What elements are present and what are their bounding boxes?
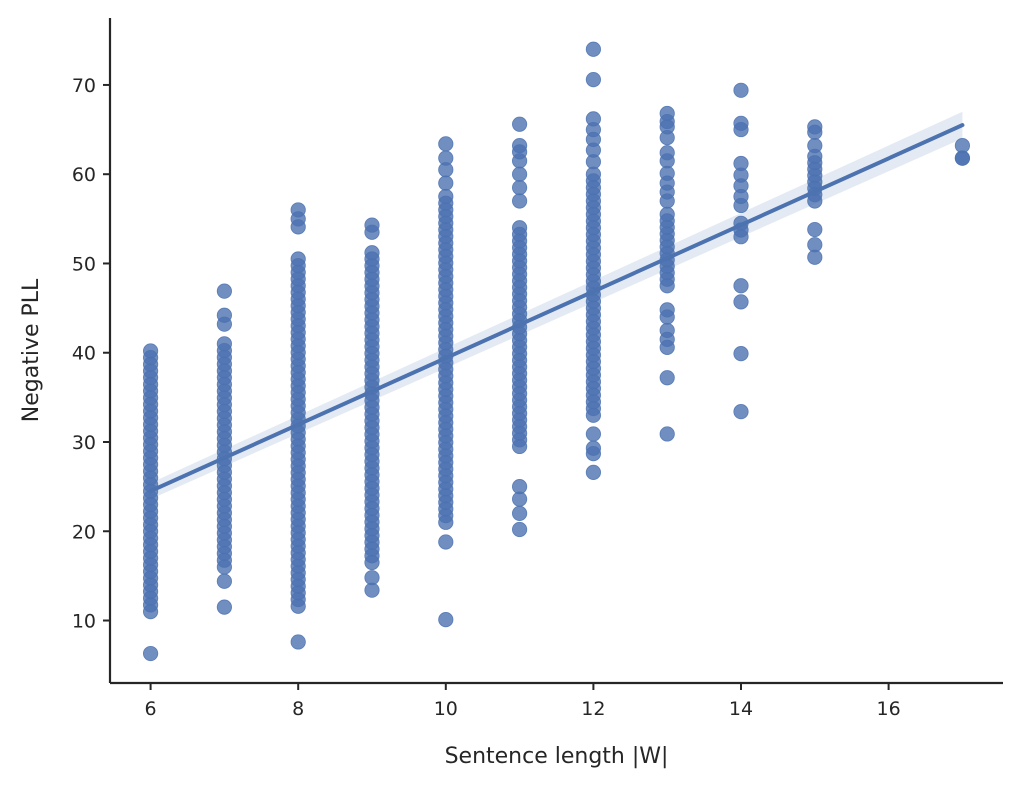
data-point [511, 116, 528, 132]
regression-line [148, 123, 965, 494]
x-tick-label: 12 [581, 698, 605, 720]
data-point [659, 426, 675, 442]
data-point [364, 570, 380, 586]
y-tick-label: 70 [72, 75, 96, 97]
y-tick-label: 20 [72, 521, 96, 543]
data-point [216, 573, 232, 589]
data-point [511, 193, 528, 209]
data-point [216, 599, 232, 615]
data-point [438, 188, 454, 205]
data-point [511, 166, 528, 182]
data-point [659, 145, 675, 161]
data-point [290, 251, 306, 267]
data-point [733, 294, 749, 310]
data-point [364, 217, 380, 233]
data-point [659, 322, 675, 339]
data-point [807, 119, 823, 135]
data-point [511, 505, 528, 522]
x-tick-label: 6 [145, 698, 157, 720]
x-axis-ticks: 6 8 10 12 14 16 [145, 683, 901, 720]
scatter-points [142, 41, 971, 662]
data-point [438, 612, 454, 628]
data-point [511, 521, 528, 538]
data-point [438, 150, 454, 166]
data-point [733, 115, 749, 131]
data-point [585, 111, 602, 127]
data-point [511, 138, 528, 154]
data-point [807, 237, 823, 253]
y-tick-label: 60 [72, 164, 96, 186]
data-point [807, 138, 823, 154]
data-point [807, 221, 823, 238]
data-point [954, 138, 971, 154]
data-point [659, 302, 675, 318]
data-point [216, 336, 232, 352]
data-point [216, 307, 232, 323]
data-point [733, 346, 749, 362]
data-point [142, 645, 159, 662]
y-tick-label: 40 [72, 343, 96, 365]
data-point [659, 206, 675, 222]
data-point [438, 534, 454, 550]
x-axis-label: Sentence length |W| [445, 744, 669, 769]
data-point [290, 634, 306, 650]
x-tick-label: 8 [292, 698, 304, 720]
data-point [585, 440, 602, 456]
y-tick-label: 50 [72, 253, 96, 275]
data-point [585, 41, 602, 57]
y-tick-label: 30 [72, 432, 96, 454]
data-point [585, 464, 602, 480]
x-tick-label: 16 [877, 698, 901, 720]
x-tick-label: 14 [729, 698, 753, 720]
data-point [585, 426, 602, 442]
confidence-band [150, 111, 963, 500]
data-point [290, 202, 306, 218]
data-point [733, 82, 749, 98]
data-point [733, 278, 749, 294]
data-point [659, 370, 675, 386]
y-axis-label: Negative PLL [19, 278, 44, 422]
data-point [364, 245, 380, 261]
data-point [733, 404, 749, 420]
y-axis-ticks: 10 20 30 40 50 60 70 [72, 75, 110, 633]
data-point [438, 136, 454, 152]
data-point [733, 155, 749, 172]
data-point [511, 220, 528, 236]
data-point [216, 283, 232, 299]
data-point [511, 179, 528, 196]
data-point [438, 175, 454, 191]
x-tick-label: 10 [434, 698, 458, 720]
y-tick-label: 10 [72, 611, 96, 633]
data-point [659, 105, 675, 122]
data-point [511, 479, 528, 495]
data-point [585, 71, 602, 88]
data-point [142, 343, 159, 359]
